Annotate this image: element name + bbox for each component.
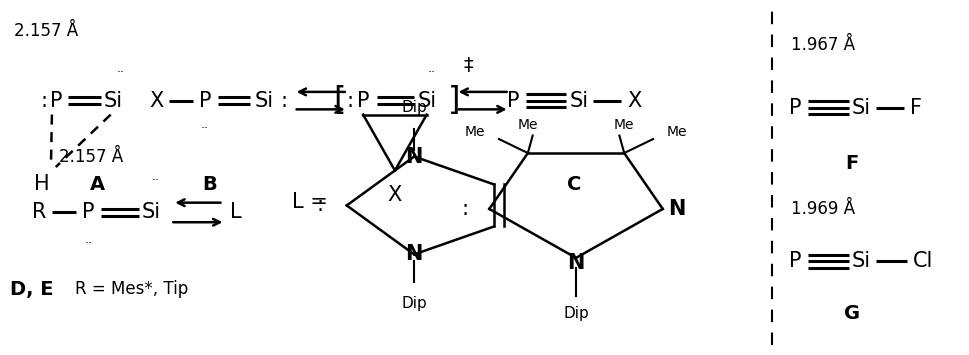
Text: 2.157 Å: 2.157 Å — [59, 148, 123, 165]
Text: Me: Me — [517, 118, 538, 132]
Text: R = Mes*, Tip: R = Mes*, Tip — [75, 280, 188, 298]
Text: ‡: ‡ — [463, 56, 473, 75]
Text: :: : — [281, 91, 288, 111]
Text: P: P — [790, 251, 802, 271]
Text: N: N — [405, 244, 422, 264]
Text: P: P — [82, 202, 95, 223]
Text: B: B — [203, 175, 217, 194]
Text: D, E: D, E — [11, 280, 54, 299]
Text: ··: ·· — [116, 66, 124, 79]
Text: G: G — [843, 304, 860, 323]
Text: [: [ — [333, 85, 346, 116]
Text: :: : — [316, 196, 324, 215]
Text: :: : — [462, 199, 469, 219]
Text: C: C — [567, 175, 581, 194]
Text: Me: Me — [464, 125, 485, 139]
Text: R: R — [32, 202, 47, 223]
Text: P: P — [49, 91, 62, 111]
Text: A: A — [90, 175, 105, 194]
Text: N: N — [567, 253, 584, 273]
Text: 1.969 Å: 1.969 Å — [791, 200, 855, 218]
Text: Si: Si — [104, 91, 123, 111]
Text: H: H — [34, 175, 49, 195]
Text: P: P — [790, 98, 802, 118]
Text: L: L — [230, 202, 241, 223]
Text: ]: ] — [448, 85, 460, 116]
Text: N: N — [669, 199, 686, 219]
Text: L =: L = — [292, 192, 328, 212]
Text: Si: Si — [254, 91, 273, 111]
Text: Me: Me — [667, 125, 687, 139]
Text: Si: Si — [417, 91, 436, 111]
Text: Si: Si — [852, 251, 871, 271]
Text: 2.157 Å: 2.157 Å — [15, 22, 78, 40]
Text: F: F — [910, 98, 922, 118]
Text: Dip: Dip — [401, 296, 427, 311]
Text: 1.967 Å: 1.967 Å — [791, 36, 855, 54]
Text: :: : — [41, 91, 47, 111]
Text: X: X — [150, 91, 164, 111]
Text: Dip: Dip — [401, 100, 427, 115]
Text: P: P — [357, 91, 369, 111]
Text: Cl: Cl — [913, 251, 933, 271]
Text: ··: ·· — [427, 66, 435, 79]
Text: Dip: Dip — [563, 306, 589, 321]
Text: Me: Me — [614, 118, 635, 132]
Text: F: F — [845, 154, 859, 173]
Text: ··: ·· — [84, 237, 92, 250]
Text: Si: Si — [852, 98, 871, 118]
Text: Si: Si — [570, 91, 588, 111]
Text: X: X — [388, 185, 402, 205]
Text: ··: ·· — [202, 122, 209, 135]
Text: :: : — [346, 91, 353, 111]
Text: N: N — [405, 147, 422, 166]
Text: Si: Si — [141, 202, 161, 223]
Text: ··: ·· — [152, 175, 160, 187]
Text: P: P — [507, 91, 519, 111]
Text: P: P — [199, 91, 211, 111]
Text: X: X — [628, 91, 641, 111]
